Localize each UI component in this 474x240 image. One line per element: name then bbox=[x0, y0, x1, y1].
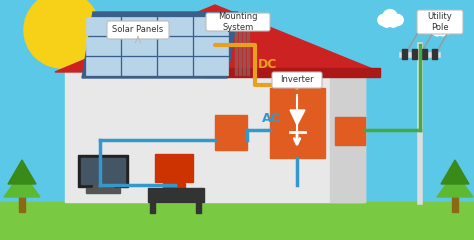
Circle shape bbox=[378, 14, 389, 25]
Bar bbox=[86, 188, 120, 193]
Text: Solar Panels: Solar Panels bbox=[112, 25, 164, 35]
Circle shape bbox=[383, 10, 397, 24]
Bar bbox=[148, 188, 204, 202]
Bar bbox=[122, 17, 156, 35]
Polygon shape bbox=[290, 110, 305, 125]
Bar bbox=[86, 17, 120, 35]
Bar bbox=[235, 15, 237, 75]
Bar bbox=[402, 49, 407, 59]
Circle shape bbox=[430, 25, 439, 35]
Bar bbox=[150, 200, 155, 213]
Bar bbox=[412, 49, 417, 59]
Polygon shape bbox=[8, 160, 36, 184]
Circle shape bbox=[24, 0, 100, 68]
Bar bbox=[194, 57, 228, 75]
Bar bbox=[86, 57, 120, 75]
Bar bbox=[65, 72, 365, 202]
Bar bbox=[422, 49, 427, 59]
Polygon shape bbox=[82, 12, 238, 78]
Circle shape bbox=[434, 21, 446, 33]
Bar bbox=[93, 185, 113, 190]
Bar bbox=[78, 155, 128, 187]
Text: Inverter: Inverter bbox=[280, 76, 314, 84]
Bar bbox=[247, 15, 249, 75]
Text: DC: DC bbox=[258, 58, 277, 71]
Text: Utility
Pole: Utility Pole bbox=[428, 12, 452, 32]
Circle shape bbox=[433, 28, 441, 36]
Bar bbox=[194, 37, 228, 55]
FancyBboxPatch shape bbox=[272, 72, 322, 88]
Circle shape bbox=[442, 25, 451, 35]
Bar bbox=[81, 158, 125, 184]
Bar bbox=[432, 49, 437, 59]
Bar bbox=[215, 115, 247, 150]
Bar bbox=[196, 200, 201, 213]
Bar bbox=[155, 154, 193, 182]
Bar bbox=[86, 37, 120, 55]
Bar bbox=[194, 17, 228, 35]
FancyBboxPatch shape bbox=[206, 13, 270, 31]
Circle shape bbox=[392, 14, 403, 25]
FancyBboxPatch shape bbox=[107, 21, 169, 39]
Text: AC: AC bbox=[262, 112, 281, 125]
Bar bbox=[335, 117, 365, 145]
Bar bbox=[205, 68, 380, 77]
Text: Mounting
System: Mounting System bbox=[218, 12, 258, 32]
Bar bbox=[158, 37, 192, 55]
Polygon shape bbox=[55, 5, 380, 72]
Circle shape bbox=[388, 17, 398, 27]
Bar bbox=[169, 180, 179, 185]
Bar bbox=[239, 15, 241, 75]
Bar bbox=[243, 15, 245, 75]
Bar bbox=[158, 57, 192, 75]
Bar bbox=[330, 72, 365, 202]
Circle shape bbox=[382, 17, 392, 27]
Polygon shape bbox=[4, 172, 40, 197]
Bar bbox=[122, 57, 156, 75]
Circle shape bbox=[438, 28, 447, 36]
Bar bbox=[122, 37, 156, 55]
Bar bbox=[0, 202, 474, 240]
Polygon shape bbox=[437, 172, 473, 197]
Polygon shape bbox=[441, 160, 469, 184]
Bar bbox=[163, 183, 185, 189]
Bar bbox=[452, 197, 458, 212]
Bar bbox=[158, 17, 192, 35]
Bar bbox=[270, 88, 325, 158]
Bar bbox=[19, 197, 25, 212]
FancyBboxPatch shape bbox=[417, 10, 463, 34]
